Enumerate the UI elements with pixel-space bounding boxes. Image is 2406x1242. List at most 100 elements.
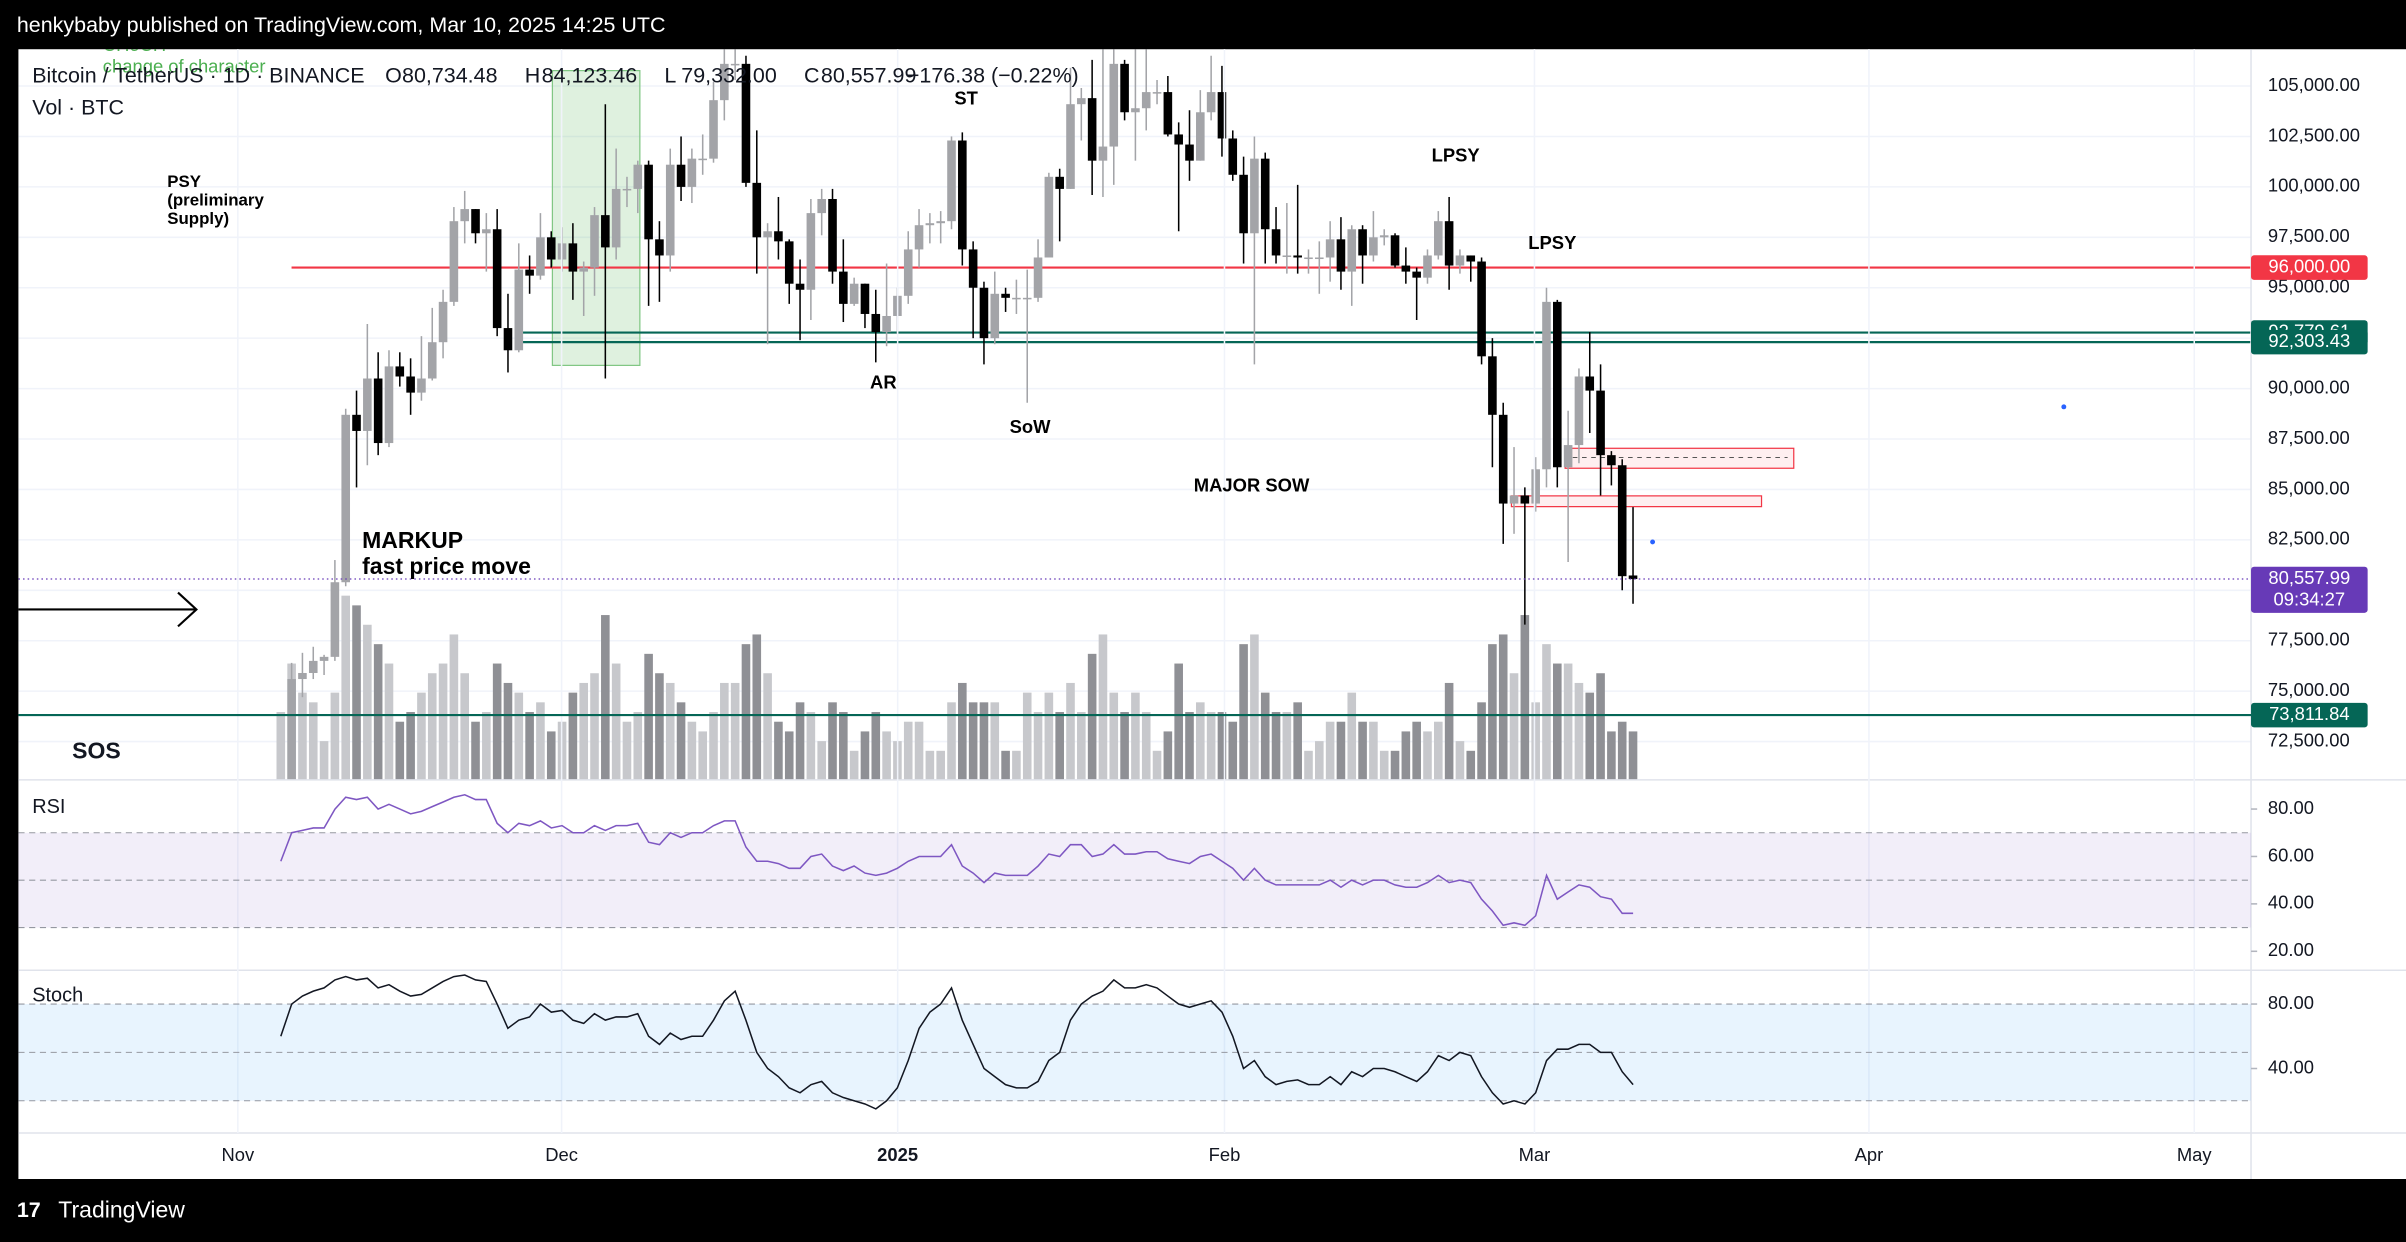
candle-body <box>373 378 383 444</box>
volume-bar <box>1012 750 1021 780</box>
volume-bar <box>1423 731 1432 780</box>
candle-body <box>1607 455 1616 466</box>
candle-body <box>1358 229 1367 256</box>
candle-body <box>687 158 697 187</box>
candle-body <box>536 237 545 276</box>
time-label: Dec <box>545 1144 578 1165</box>
candle-body <box>1423 255 1432 278</box>
volume-bar <box>849 750 859 780</box>
candle-body <box>1120 63 1129 113</box>
candle-body <box>1260 158 1270 230</box>
rsi-tick-label: 80.00 <box>2268 797 2314 818</box>
volume-bar <box>1250 634 1259 780</box>
legend-key: O <box>385 63 402 87</box>
volume-bar <box>1087 653 1097 780</box>
legend-change: −176.38 (−0.22%) <box>907 63 1079 87</box>
logo-mark: 17 <box>17 1198 41 1222</box>
volume-bar <box>774 721 783 780</box>
candle-body <box>1282 255 1292 258</box>
volume-bar <box>839 712 848 780</box>
candle-body <box>471 209 480 234</box>
annotation: LPSY <box>1528 232 1576 253</box>
volume-bar <box>1152 750 1162 780</box>
legend-value: 80,557.99 <box>821 63 916 87</box>
legend-key: L <box>664 63 676 87</box>
volume-bar <box>752 634 762 780</box>
volume-bar <box>871 712 881 780</box>
level-label: 73,811.84 <box>2269 703 2350 724</box>
candle-body <box>1542 301 1551 470</box>
candle-body <box>1617 465 1627 577</box>
volume-bar <box>492 663 502 780</box>
volume-bar <box>1109 692 1119 780</box>
candle-body <box>1325 239 1335 258</box>
candle-body <box>1131 108 1140 113</box>
volume-bar <box>860 731 870 780</box>
candle-body <box>449 221 459 302</box>
candle-body <box>308 660 318 673</box>
countdown: 09:34:27 <box>2274 588 2346 609</box>
volume-bar <box>406 712 415 780</box>
candle-body <box>1401 265 1411 272</box>
level-tag <box>2251 255 2368 280</box>
volume-bar <box>622 721 632 780</box>
volume-bar <box>471 721 480 780</box>
volume-bar <box>373 644 383 780</box>
legend-value: 80,734.48 <box>402 63 497 87</box>
candle-body <box>849 283 859 304</box>
annotation: (preliminary <box>167 191 264 210</box>
volume-bar <box>460 673 470 780</box>
volume-bar <box>1498 634 1508 780</box>
stoch-tick-label: 40.00 <box>2268 1056 2314 1077</box>
candle-body <box>1315 257 1324 260</box>
arrow-head <box>177 591 198 628</box>
volume-bar <box>1628 731 1638 780</box>
dot <box>2061 404 2067 410</box>
candle-body <box>1228 138 1238 175</box>
y-tick-label: 87,500.00 <box>2268 427 2350 448</box>
volume-bar <box>1001 750 1010 780</box>
candle-body <box>1055 176 1064 189</box>
volume-bar <box>1617 721 1627 780</box>
volume-bar <box>579 682 588 780</box>
candle-body <box>979 287 989 339</box>
y-tick-label: 95,000.00 <box>2268 276 2350 297</box>
legend-key: H <box>525 63 541 87</box>
volume-bar <box>720 682 729 780</box>
volume-bar <box>1444 682 1454 780</box>
candle-body <box>546 237 556 260</box>
volume-bar <box>1098 634 1108 780</box>
candle-body <box>914 225 924 250</box>
candle-body <box>1553 301 1562 468</box>
candle-body <box>1077 98 1086 105</box>
volume-bar <box>709 712 718 780</box>
y-tick-label: 102,500.00 <box>2268 124 2360 145</box>
volume-bar <box>1466 750 1476 780</box>
rsi-title: RSI <box>32 796 65 818</box>
candle-body <box>1585 376 1595 391</box>
volume-bar <box>1304 750 1313 780</box>
volume-bar <box>947 702 956 780</box>
volume-bar <box>417 692 426 780</box>
rsi-line <box>280 793 1634 927</box>
annotation: ST <box>954 88 978 109</box>
volume-bar <box>1379 750 1389 780</box>
volume-bar <box>741 644 751 780</box>
candle-body <box>492 229 502 329</box>
volume-bar <box>536 702 545 780</box>
volume-bar <box>1585 692 1595 780</box>
candle-body <box>784 241 794 284</box>
volume-bar <box>319 741 329 780</box>
candle-body <box>1163 92 1173 135</box>
volume-bar <box>1596 673 1605 780</box>
volume-bar <box>1509 673 1519 780</box>
candle-body <box>1087 98 1097 161</box>
candle-body <box>1098 146 1108 161</box>
volume-bar <box>1574 682 1584 780</box>
volume-bar <box>1066 682 1075 780</box>
volume-bar <box>1120 712 1129 780</box>
candle-body <box>1033 257 1043 298</box>
candle-body <box>341 414 351 583</box>
volume-bar <box>568 692 578 780</box>
y-tick-label: 105,000.00 <box>2268 74 2360 95</box>
